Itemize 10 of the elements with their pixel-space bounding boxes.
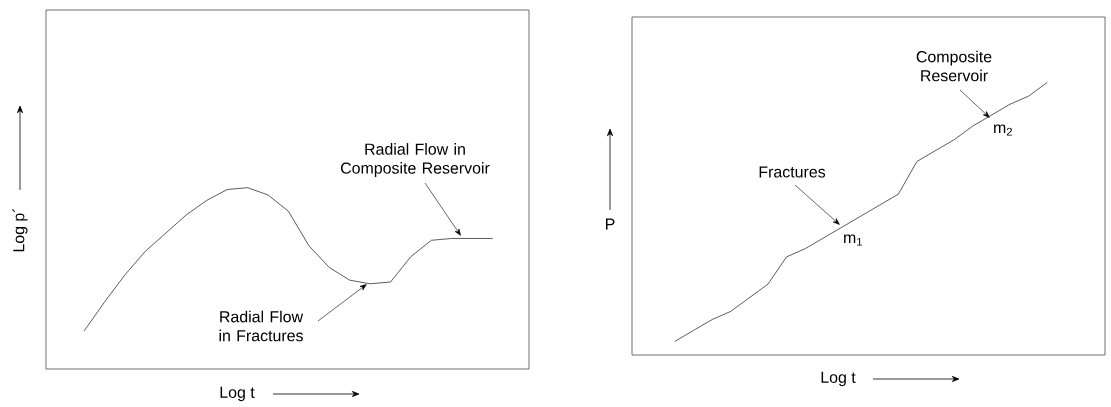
annotation: m$_{1}$ <box>844 234 862 246</box>
text: Radial Flow in Composite Reservoir <box>340 143 490 177</box>
annotation: Fractures <box>759 166 826 178</box>
annotation: Radial Flow in Fractures <box>219 310 304 342</box>
text: Composite Reservoir <box>916 50 992 82</box>
x-axis-title: Log t <box>821 371 856 387</box>
y-axis-title: Log p´ <box>12 208 28 252</box>
y-axis-title: P <box>606 218 615 230</box>
annotation: m$_{2}$ <box>994 124 1012 136</box>
x-axis-title: Log t <box>220 386 255 402</box>
